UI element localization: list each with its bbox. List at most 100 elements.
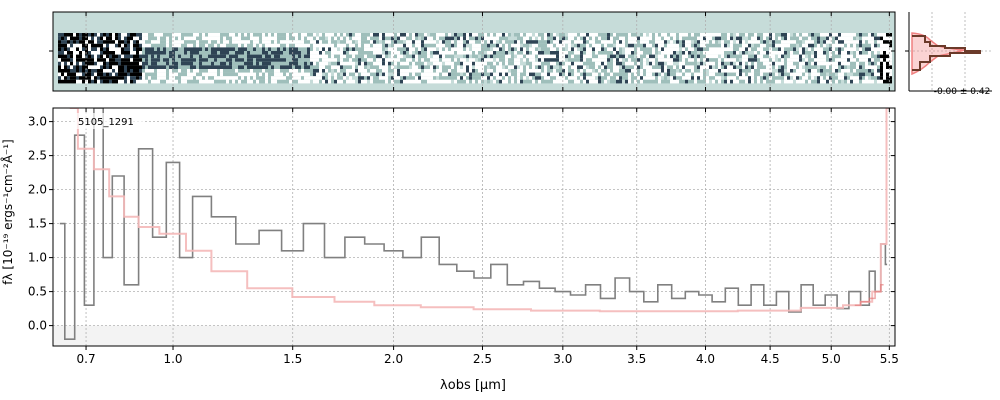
pixel	[328, 54, 331, 59]
pixel	[253, 40, 256, 44]
pixel	[787, 54, 790, 59]
pixel	[694, 54, 697, 59]
pixel	[271, 61, 274, 66]
pixel	[484, 72, 487, 77]
pixel	[145, 69, 148, 73]
pixel	[544, 72, 547, 77]
pixel	[373, 79, 376, 84]
pixel	[427, 43, 430, 48]
pixel	[616, 43, 619, 48]
pixel	[373, 72, 376, 77]
pixel	[142, 33, 145, 37]
pixel	[628, 36, 631, 41]
pixel	[526, 43, 529, 48]
pixel	[307, 40, 310, 44]
pixel	[100, 76, 103, 80]
pixel	[583, 58, 586, 62]
pixel	[247, 72, 250, 77]
pixel	[598, 51, 601, 55]
pixel	[217, 40, 220, 44]
pixel	[877, 69, 880, 73]
pixel	[700, 65, 703, 69]
pixel	[283, 65, 286, 69]
pixel	[283, 54, 286, 59]
pixel	[130, 58, 133, 62]
pixel	[250, 47, 253, 51]
pixel	[652, 65, 655, 69]
pixel	[625, 76, 628, 80]
pixel	[274, 61, 277, 66]
pixel	[457, 43, 460, 48]
pixel	[745, 69, 748, 73]
pixel	[565, 69, 568, 73]
pixel	[190, 72, 193, 77]
pixel	[625, 69, 628, 73]
pixel	[424, 36, 427, 41]
pixel	[172, 65, 175, 69]
pixel	[538, 65, 541, 69]
pixel	[70, 61, 73, 66]
pixel	[532, 33, 535, 37]
pixel	[463, 33, 466, 37]
pixel	[790, 69, 793, 73]
pixel	[220, 47, 223, 51]
pixel	[751, 54, 754, 59]
pixel	[214, 58, 217, 62]
pixel	[106, 69, 109, 73]
pixel	[157, 65, 160, 69]
pixel	[97, 51, 100, 55]
pixel	[865, 79, 868, 84]
pixel	[349, 47, 352, 51]
pixel	[526, 33, 529, 37]
pixel	[784, 43, 787, 48]
pixel	[493, 65, 496, 69]
pixel	[76, 51, 79, 55]
pixel	[433, 65, 436, 69]
pixel	[847, 76, 850, 80]
pixel	[694, 33, 697, 37]
pixel	[646, 58, 649, 62]
pixel	[379, 40, 382, 44]
pixel	[61, 47, 64, 51]
pixel	[568, 47, 571, 51]
pixel	[163, 58, 166, 62]
pixel	[487, 79, 490, 84]
pixel	[286, 76, 289, 80]
pixel	[364, 51, 367, 55]
pixel	[505, 76, 508, 80]
pixel	[772, 43, 775, 48]
pixel	[883, 58, 886, 62]
pixel	[691, 36, 694, 41]
pixel	[517, 65, 520, 69]
pixel	[115, 79, 118, 84]
pixel	[607, 43, 610, 48]
pixel	[436, 36, 439, 41]
pixel	[718, 79, 721, 84]
pixel	[400, 58, 403, 62]
pixel	[229, 54, 232, 59]
pixel	[397, 43, 400, 48]
pixel	[604, 69, 607, 73]
pixel	[733, 65, 736, 69]
pixel	[703, 43, 706, 48]
pixel	[880, 58, 883, 62]
pixel	[355, 69, 358, 73]
pixel	[247, 40, 250, 44]
pixel	[244, 43, 247, 48]
pixel	[880, 54, 883, 59]
pixel	[817, 40, 820, 44]
pixel	[373, 43, 376, 48]
pixel	[781, 61, 784, 66]
pixel	[649, 72, 652, 77]
pixel	[202, 51, 205, 55]
pixel	[544, 47, 547, 51]
pixel	[685, 69, 688, 73]
pixel	[139, 36, 142, 41]
pixel	[367, 43, 370, 48]
pixel	[529, 72, 532, 77]
pixel	[667, 65, 670, 69]
pixel	[535, 40, 538, 44]
pixel	[814, 33, 817, 37]
pixel	[421, 79, 424, 84]
pixel	[757, 58, 760, 62]
